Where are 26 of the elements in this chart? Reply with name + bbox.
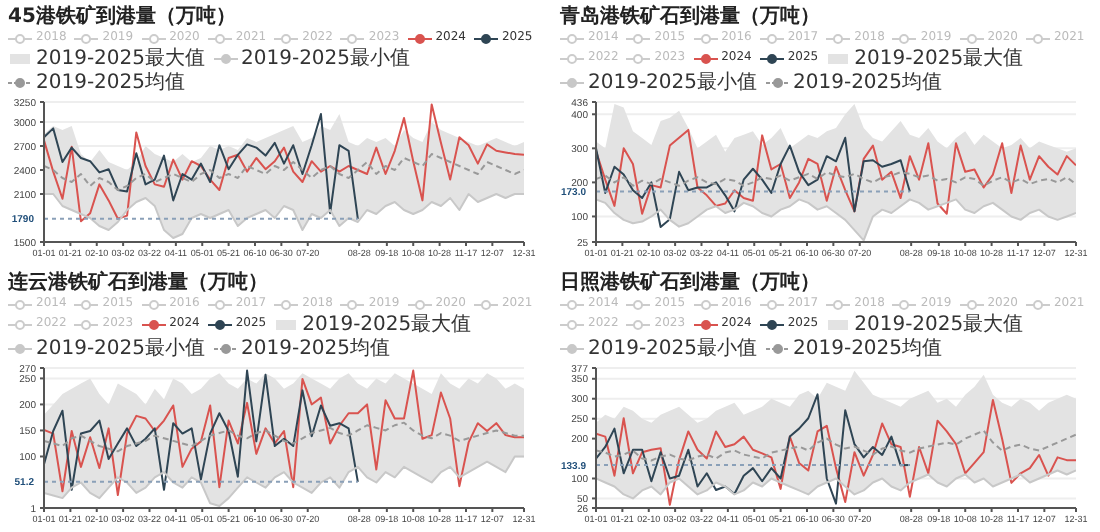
line-series — [44, 103, 524, 223]
chart-title: 青岛港铁矿石到港量（万吨） — [558, 2, 822, 31]
legend-label: 2019-2025最大值 — [852, 314, 1024, 336]
line-series — [596, 393, 911, 505]
legend-label: 2019-2025最大值 — [34, 48, 206, 70]
legend-label: 2019-2025均值 — [791, 72, 943, 94]
line-series — [44, 153, 524, 191]
chart-title: 日照港铁矿石到港量（万吨） — [558, 268, 822, 297]
line-series — [596, 128, 1076, 215]
line-series — [44, 369, 359, 491]
legend-label: 2019-2025最小值 — [586, 72, 758, 94]
line-series — [596, 429, 1076, 462]
legend-label: 2019-2025均值 — [239, 338, 391, 360]
legend-label: 2019-2025均值 — [34, 72, 186, 94]
line-series — [596, 171, 1076, 187]
legend-label: 2019-2025最小值 — [239, 48, 411, 70]
legend-label: 2019-2025最小值 — [34, 338, 206, 360]
line-series — [596, 136, 911, 229]
chart-title: 45港铁矿到港量（万吨） — [6, 2, 238, 31]
line-series — [44, 113, 359, 220]
legend-label: 2019-2025最大值 — [300, 314, 472, 336]
chart-title: 连云港铁矿石到港量（万吨） — [6, 268, 270, 297]
line-series — [44, 421, 524, 453]
legend-label: 2019-2025均值 — [791, 338, 943, 360]
legend-label: 2019-2025最小值 — [586, 338, 758, 360]
legend-label: 2019-2025最大值 — [852, 48, 1024, 70]
